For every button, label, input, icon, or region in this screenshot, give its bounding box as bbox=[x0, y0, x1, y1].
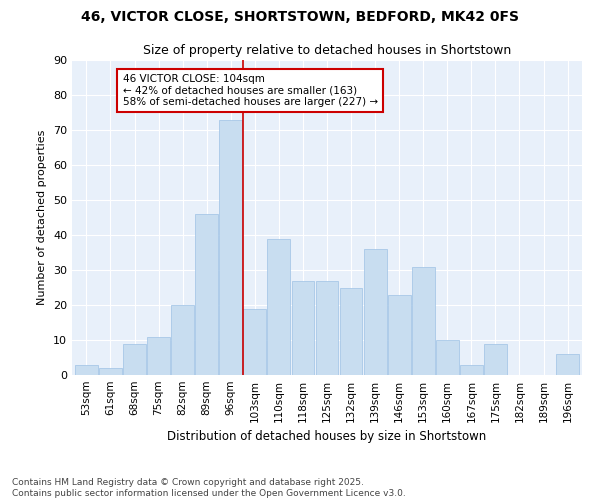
Text: 46 VICTOR CLOSE: 104sqm
← 42% of detached houses are smaller (163)
58% of semi-d: 46 VICTOR CLOSE: 104sqm ← 42% of detache… bbox=[122, 74, 377, 107]
Bar bbox=[316, 280, 338, 375]
X-axis label: Distribution of detached houses by size in Shortstown: Distribution of detached houses by size … bbox=[167, 430, 487, 444]
Bar bbox=[556, 354, 579, 375]
Bar bbox=[75, 364, 98, 375]
Y-axis label: Number of detached properties: Number of detached properties bbox=[37, 130, 47, 305]
Bar bbox=[364, 249, 386, 375]
Bar bbox=[147, 336, 170, 375]
Bar bbox=[244, 308, 266, 375]
Bar bbox=[171, 305, 194, 375]
Bar bbox=[268, 238, 290, 375]
Bar bbox=[123, 344, 146, 375]
Bar bbox=[220, 120, 242, 375]
Bar bbox=[436, 340, 459, 375]
Bar bbox=[99, 368, 122, 375]
Bar bbox=[292, 280, 314, 375]
Bar bbox=[412, 266, 434, 375]
Bar bbox=[388, 294, 410, 375]
Bar bbox=[484, 344, 507, 375]
Bar bbox=[340, 288, 362, 375]
Text: 46, VICTOR CLOSE, SHORTSTOWN, BEDFORD, MK42 0FS: 46, VICTOR CLOSE, SHORTSTOWN, BEDFORD, M… bbox=[81, 10, 519, 24]
Bar bbox=[460, 364, 483, 375]
Text: Contains HM Land Registry data © Crown copyright and database right 2025.
Contai: Contains HM Land Registry data © Crown c… bbox=[12, 478, 406, 498]
Bar bbox=[195, 214, 218, 375]
Title: Size of property relative to detached houses in Shortstown: Size of property relative to detached ho… bbox=[143, 44, 511, 58]
